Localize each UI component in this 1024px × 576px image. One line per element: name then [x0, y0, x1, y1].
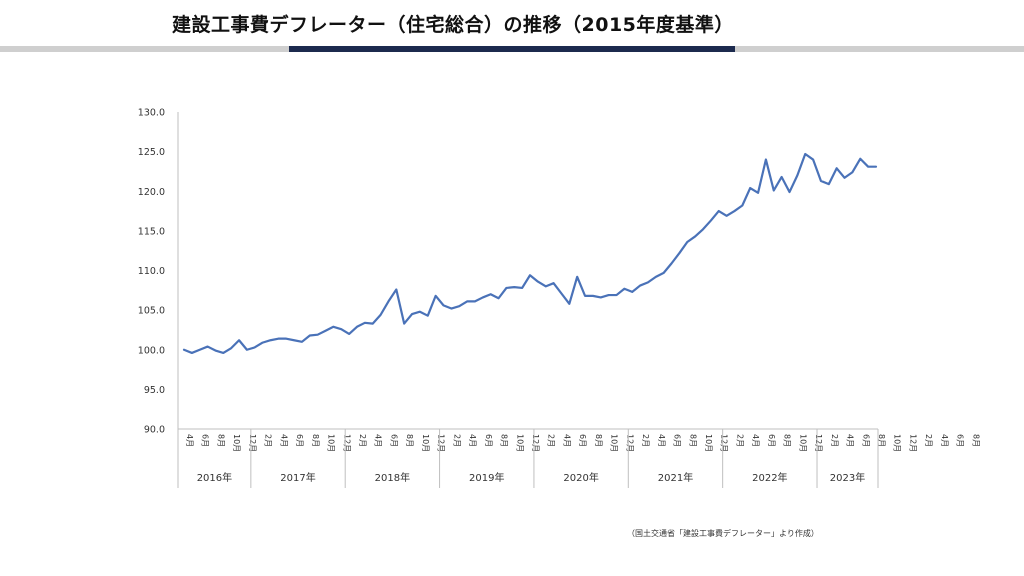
x-month-label: 8月	[311, 434, 320, 447]
y-tick-label: 95.0	[144, 385, 165, 396]
x-month-label: 2月	[641, 434, 650, 447]
x-month-label: 4月	[657, 434, 666, 447]
x-month-label: 8月	[688, 434, 697, 447]
title-rule-accent	[289, 46, 735, 52]
x-year-label: 2022年	[752, 471, 787, 484]
y-tick-label: 125.0	[138, 147, 165, 158]
x-month-label: 12月	[342, 434, 351, 452]
x-month-label: 10月	[610, 434, 619, 452]
x-month-label: 8月	[216, 434, 225, 447]
x-month-label: 6月	[295, 434, 304, 447]
x-month-label: 4月	[374, 434, 383, 447]
source-note: （国土交通省「建設工事費デフレーター」より作成）	[627, 529, 819, 538]
x-month-label: 4月	[185, 434, 194, 447]
x-month-label: 10月	[232, 434, 241, 452]
x-month-label: 4月	[279, 434, 288, 447]
x-month-label: 12月	[531, 434, 540, 452]
x-year-label: 2023年	[830, 471, 865, 484]
x-month-label: 8月	[594, 434, 603, 447]
x-month-label: 12月	[720, 434, 729, 452]
x-month-label: 6月	[861, 434, 870, 447]
x-month-label: 8月	[405, 434, 414, 447]
x-month-label: 12月	[437, 434, 446, 452]
x-month-label: 10月	[704, 434, 713, 452]
x-month-label: 8月	[783, 434, 792, 447]
x-month-label: 6月	[578, 434, 587, 447]
x-month-label: 8月	[877, 434, 886, 447]
x-month-label: 4月	[468, 434, 477, 447]
y-tick-label: 105.0	[138, 306, 165, 317]
chart-title: 建設工事費デフレーター（住宅総合）の推移（2015年度基準）	[172, 14, 734, 36]
x-month-label: 2月	[452, 434, 461, 447]
x-month-label: 8月	[500, 434, 509, 447]
x-month-label: 4月	[751, 434, 760, 447]
y-tick-label: 110.0	[138, 266, 165, 277]
x-month-label: 6月	[201, 434, 210, 447]
x-month-label: 2月	[735, 434, 744, 447]
x-month-label: 10月	[515, 434, 524, 452]
x-month-label: 10月	[893, 434, 902, 452]
x-month-label: 2月	[924, 434, 933, 447]
x-month-label: 4月	[846, 434, 855, 447]
x-month-label: 2月	[358, 434, 367, 447]
x-month-label: 6月	[389, 434, 398, 447]
x-month-label: 2月	[547, 434, 556, 447]
x-year-label: 2020年	[563, 471, 598, 484]
x-month-label: 10月	[327, 434, 336, 452]
y-tick-label: 115.0	[138, 226, 165, 237]
x-month-label: 4月	[562, 434, 571, 447]
x-month-label: 12月	[908, 434, 917, 452]
x-month-label: 12月	[625, 434, 634, 452]
series-line	[182, 152, 878, 355]
x-month-label: 10月	[421, 434, 430, 452]
x-month-label: 10月	[798, 434, 807, 452]
x-month-label: 12月	[814, 434, 823, 452]
y-axis: 90.0 95.0 100.0 105.0 110.0 115.0 120.0 125.0 13…	[138, 108, 179, 436]
x-year-label: 2016年	[197, 471, 232, 484]
y-tick-label: 90.0	[144, 425, 165, 436]
x-month-label: 6月	[956, 434, 965, 447]
x-month-label: 6月	[673, 434, 682, 447]
x-month-label: 6月	[767, 434, 776, 447]
x-month-label: 2月	[264, 434, 273, 447]
y-tick-label: 100.0	[138, 345, 165, 356]
x-year-label: 2019年	[469, 471, 504, 484]
x-year-label: 2021年	[658, 471, 693, 484]
x-axis: 4月 6月 8月 10月 12月 2月 4月 6月 8月 10月 12月 2月 4月 6月 8月 10月 12月…	[177, 428, 980, 488]
plot-area	[182, 152, 878, 355]
x-month-label: 4月	[940, 434, 949, 447]
x-month-label: 8月	[971, 434, 980, 447]
x-month-label: 2月	[830, 434, 839, 447]
x-month-label: 12月	[248, 434, 257, 452]
x-year-label: 2017年	[280, 471, 315, 484]
y-tick-label: 120.0	[138, 187, 165, 198]
x-month-label: 6月	[484, 434, 493, 447]
x-year-label: 2018年	[375, 471, 410, 484]
y-tick-label: 130.0	[138, 108, 165, 119]
